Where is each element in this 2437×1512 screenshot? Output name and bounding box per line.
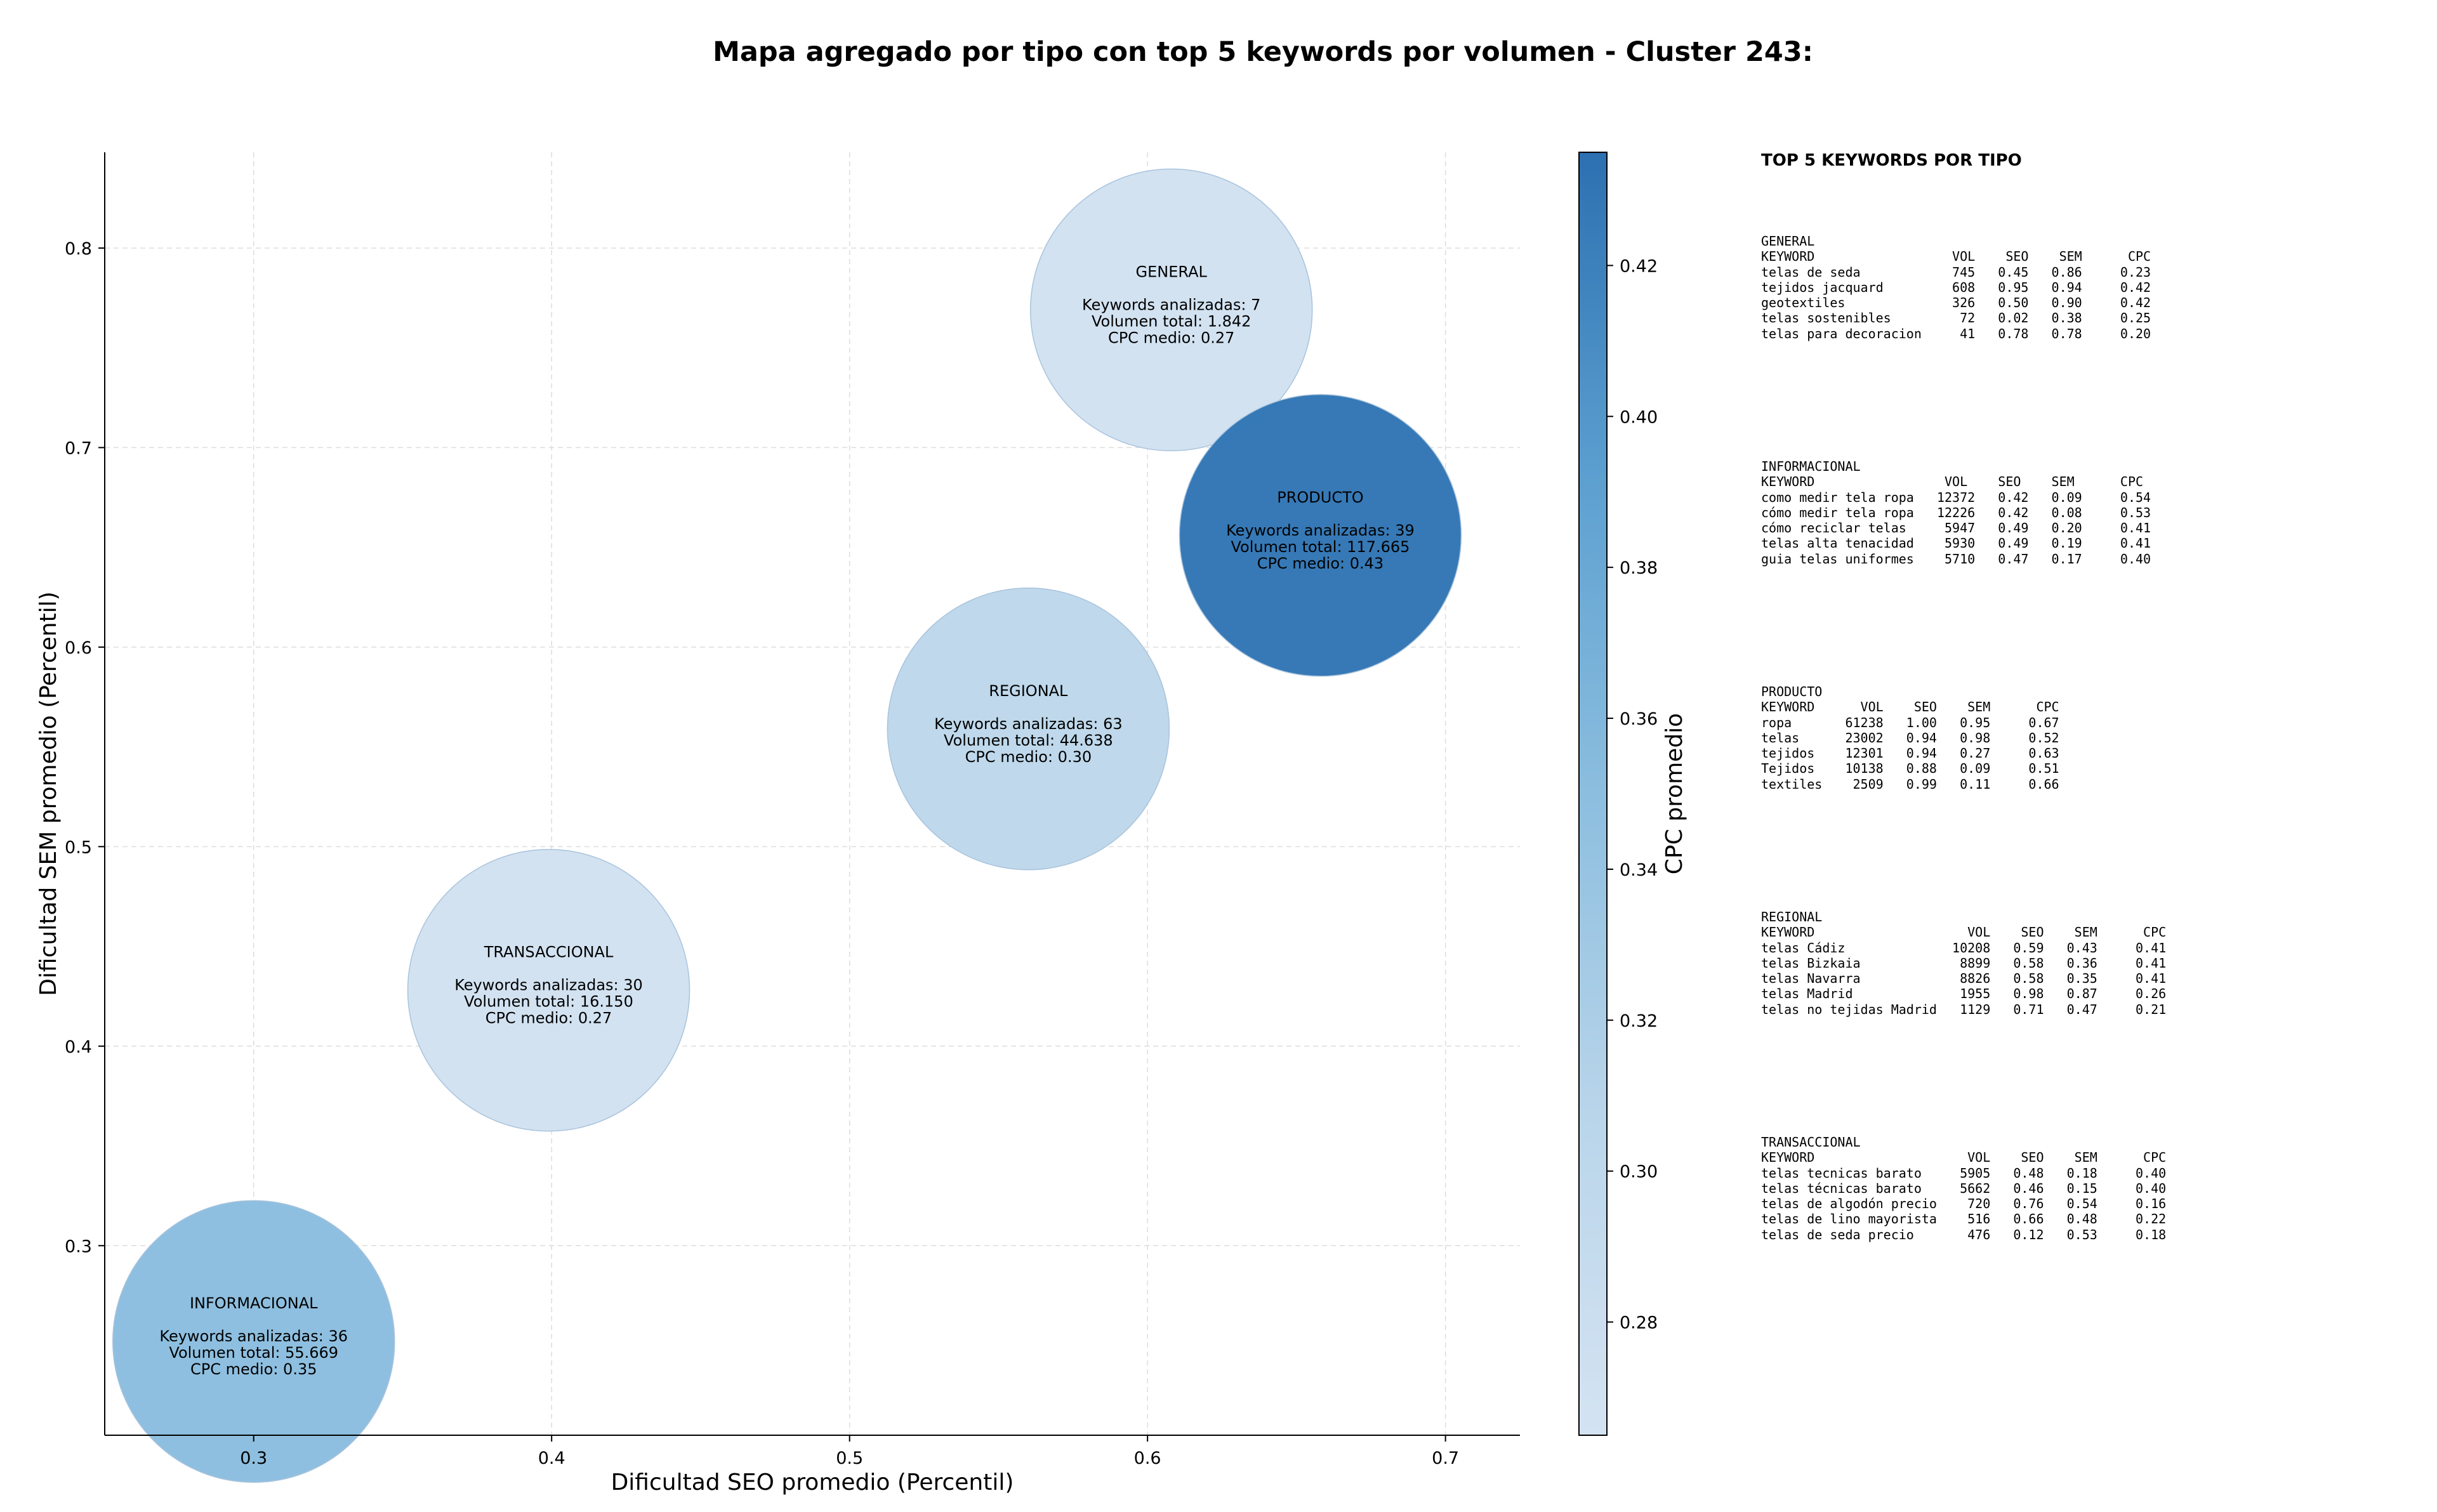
keyword-block-general: GENERAL KEYWORD VOL SEO SEM CPC telas de… <box>1761 233 2396 459</box>
y-tick-label: 0.3 <box>65 1237 92 1256</box>
y-tick-label: 0.4 <box>65 1037 92 1057</box>
colorbar-tick-label: 0.38 <box>1620 558 1658 578</box>
x-tick-label: 0.7 <box>1432 1449 1459 1468</box>
keyword-table-informacional: INFORMACIONAL KEYWORD VOL SEO SEM CPC co… <box>1761 459 2151 567</box>
bubble-data-label: CPC medio: 0.27 <box>485 1009 612 1027</box>
colorbar-tick-label: 0.40 <box>1620 407 1658 427</box>
bubble-name-label: TRANSACCIONAL <box>484 943 614 961</box>
bubble-name-label: REGIONAL <box>989 682 1068 700</box>
bubble-circle <box>407 848 690 1132</box>
y-axis-label: Dificultad SEM promedio (Percentil) <box>36 591 62 996</box>
bubble-transaccional: TRANSACCIONAL Keywords analizadas: 30Volu… <box>407 848 690 1132</box>
chart-title: Mapa agregado por tipo con top 5 keyword… <box>713 36 1813 68</box>
x-tick-label: 0.4 <box>538 1449 565 1468</box>
bubble-data-label: Volumen total: 55.669 <box>169 1344 338 1362</box>
x-axis-label: Dificultad SEO promedio (Percentil) <box>611 1469 1014 1496</box>
colorbar-tick-label: 0.30 <box>1620 1162 1658 1182</box>
bubble-name-label: PRODUCTO <box>1277 489 1363 506</box>
y-tick-label: 0.7 <box>65 438 92 458</box>
bubble-name-label: INFORMACIONAL <box>190 1294 318 1312</box>
bubble-data-label: Keywords analizadas: 39 <box>1226 522 1415 539</box>
colorbar-tick-label: 0.32 <box>1620 1011 1658 1031</box>
bubble-data-label: Volumen total: 16.150 <box>464 993 633 1011</box>
keyword-block-regional: REGIONAL KEYWORD VOL SEO SEM CPC telas C… <box>1761 909 2396 1134</box>
colorbar-label: CPC promedio <box>1661 713 1687 874</box>
colorbar-tick-label: 0.34 <box>1620 860 1658 880</box>
y-tick-label: 0.5 <box>65 838 92 857</box>
x-tick-label: 0.6 <box>1134 1449 1161 1468</box>
bubble-circle <box>1029 168 1313 452</box>
bubble-circle <box>887 588 1170 871</box>
panel-title: TOP 5 KEYWORDS POR TIPO <box>1761 151 2022 170</box>
colorbar-tick-label: 0.42 <box>1620 256 1658 276</box>
bubble-data-label: Volumen total: 117.665 <box>1231 538 1410 556</box>
bubble-name-label: GENERAL <box>1136 263 1208 280</box>
bubble-circle <box>1179 394 1462 677</box>
bubble-data-label: Volumen total: 44.638 <box>944 732 1113 749</box>
keyword-table-general: GENERAL KEYWORD VOL SEO SEM CPC telas de… <box>1761 233 2151 341</box>
bubble-data-label: CPC medio: 0.30 <box>965 748 1092 766</box>
bubble-data-label: CPC medio: 0.35 <box>190 1360 317 1378</box>
keyword-block-informacional: INFORMACIONAL KEYWORD VOL SEO SEM CPC co… <box>1761 459 2396 684</box>
bubble-data-label: Keywords analizadas: 63 <box>934 715 1123 733</box>
bubble-informacional: INFORMACIONAL Keywords analizadas: 36Volu… <box>112 1200 395 1483</box>
bubble-data-label: Volumen total: 1.842 <box>1092 312 1251 330</box>
y-tick-label: 0.6 <box>65 638 92 658</box>
bubble-data-label: CPC medio: 0.43 <box>1257 555 1384 572</box>
top-keywords-panel: TOP 5 KEYWORDS POR TIPO GENERAL KEYWORD … <box>1761 151 2396 1360</box>
bubble-data-label: Keywords analizadas: 7 <box>1082 296 1260 313</box>
x-tick-label: 0.3 <box>240 1449 267 1468</box>
keyword-block-producto: PRODUCTO KEYWORD VOL SEO SEM CPC ropa 61… <box>1761 684 2396 909</box>
x-tick-label: 0.5 <box>836 1449 863 1468</box>
bubble-data-label: CPC medio: 0.27 <box>1108 329 1235 346</box>
y-tick-label: 0.8 <box>65 239 92 259</box>
colorbar <box>1578 152 1608 1436</box>
keyword-table-producto: PRODUCTO KEYWORD VOL SEO SEM CPC ropa 61… <box>1761 684 2059 792</box>
bubble-data-label: Keywords analizadas: 36 <box>159 1327 348 1345</box>
bubble-data-label: Keywords analizadas: 30 <box>454 976 643 994</box>
colorbar-tick-label: 0.36 <box>1620 709 1658 729</box>
keyword-table-regional: REGIONAL KEYWORD VOL SEO SEM CPC telas C… <box>1761 909 2167 1017</box>
colorbar-tick-label: 0.28 <box>1620 1313 1658 1333</box>
bubble-circle <box>112 1200 395 1483</box>
keyword-block-transaccional: TRANSACCIONAL KEYWORD VOL SEO SEM CPC te… <box>1761 1134 2396 1360</box>
keyword-table-transaccional: TRANSACCIONAL KEYWORD VOL SEO SEM CPC te… <box>1761 1134 2167 1242</box>
